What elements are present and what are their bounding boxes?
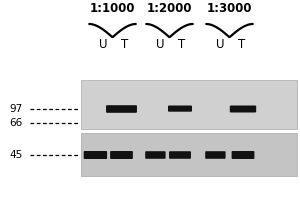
FancyBboxPatch shape: [169, 151, 191, 159]
Text: T: T: [178, 38, 185, 50]
Text: 1:1000: 1:1000: [90, 2, 135, 16]
Text: U: U: [216, 38, 225, 50]
Text: T: T: [238, 38, 245, 50]
Text: U: U: [156, 38, 165, 50]
FancyBboxPatch shape: [145, 151, 166, 159]
FancyBboxPatch shape: [84, 151, 107, 159]
FancyBboxPatch shape: [205, 151, 226, 159]
FancyBboxPatch shape: [110, 151, 133, 159]
Text: 66: 66: [9, 118, 22, 128]
Text: 1:2000: 1:2000: [147, 2, 192, 16]
Bar: [81, 80, 297, 129]
FancyBboxPatch shape: [232, 151, 254, 159]
Text: 97: 97: [9, 104, 22, 114]
FancyBboxPatch shape: [230, 106, 256, 112]
Text: U: U: [99, 38, 108, 50]
Text: 1:3000: 1:3000: [207, 2, 252, 16]
FancyBboxPatch shape: [106, 105, 137, 113]
Text: 45: 45: [9, 150, 22, 160]
FancyBboxPatch shape: [168, 106, 192, 112]
Bar: [81, 133, 297, 176]
Text: T: T: [121, 38, 128, 50]
